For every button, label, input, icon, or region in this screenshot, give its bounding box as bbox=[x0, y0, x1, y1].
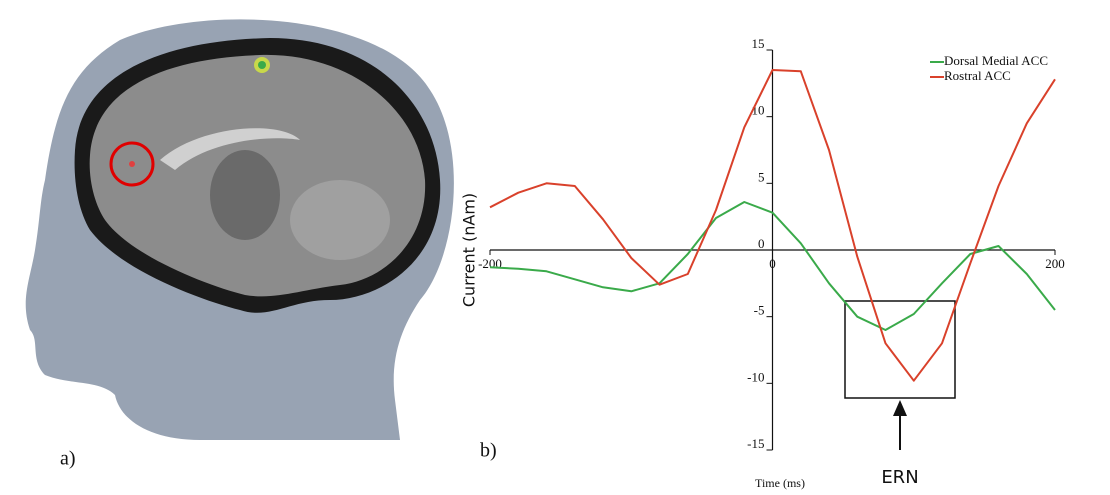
y-axis-title: Current (nAm) bbox=[460, 193, 479, 307]
y-tick-label: -5 bbox=[754, 303, 765, 318]
x-tick-label: -200 bbox=[478, 256, 502, 271]
ern-arrowhead bbox=[893, 400, 907, 416]
legend-label: Rostral ACC bbox=[944, 68, 1011, 83]
y-tick-label: 15 bbox=[752, 36, 765, 51]
x-tick-label: 0 bbox=[769, 256, 776, 271]
annotation: ERN bbox=[881, 467, 918, 488]
legend-label: Dorsal Medial ACC bbox=[944, 53, 1048, 68]
y-tick-label: -15 bbox=[747, 436, 764, 451]
ern-box bbox=[844, 300, 956, 399]
x-axis-title: Time (ms) bbox=[755, 476, 805, 490]
y-tick-label: 0 bbox=[758, 236, 765, 251]
rostral-source bbox=[129, 161, 135, 167]
brainstem bbox=[210, 150, 280, 240]
brain-illustration bbox=[25, 19, 454, 441]
rostral-circle bbox=[109, 141, 155, 187]
y-tick-label: -10 bbox=[747, 369, 764, 384]
series-line bbox=[489, 69, 1056, 382]
series-line bbox=[489, 201, 1056, 331]
x-tick-label: 200 bbox=[1045, 256, 1065, 271]
dorsal-source-core bbox=[258, 61, 266, 69]
cerebellum bbox=[290, 180, 390, 260]
corpus-callosum bbox=[160, 128, 300, 170]
y-tick-label: 5 bbox=[758, 169, 765, 184]
panel-label: a) bbox=[60, 448, 76, 470]
panel-label: b) bbox=[480, 440, 497, 462]
